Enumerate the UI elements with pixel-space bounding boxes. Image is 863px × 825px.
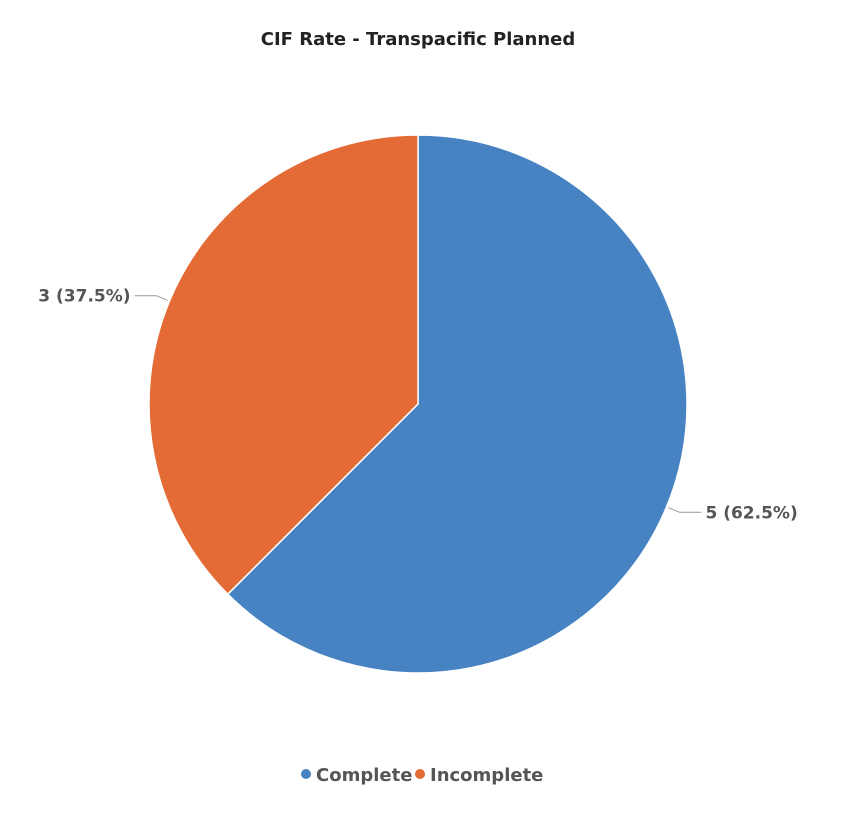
legend-label-incomplete: Incomplete	[430, 765, 543, 786]
pie-slice-complete	[226, 134, 688, 674]
leader-line-complete	[668, 507, 702, 513]
leader-line-incomplete	[134, 295, 168, 301]
data-label-complete: 5 (62.5%)	[705, 503, 797, 523]
data-label-incomplete: 3 (37.5%)	[38, 287, 130, 307]
pie-slice-incomplete	[148, 134, 419, 596]
legend: Complete Incomplete	[301, 765, 543, 786]
pie-slices	[148, 134, 688, 674]
leader-lines	[134, 295, 702, 513]
legend-label-complete: Complete	[316, 765, 412, 786]
data-labels: 5 (62.5%) 3 (37.5%)	[38, 287, 797, 524]
legend-swatch-complete	[301, 769, 311, 779]
chart-title: CIF Rate - Transpacific Planned	[261, 29, 576, 50]
legend-swatch-incomplete	[415, 769, 425, 779]
